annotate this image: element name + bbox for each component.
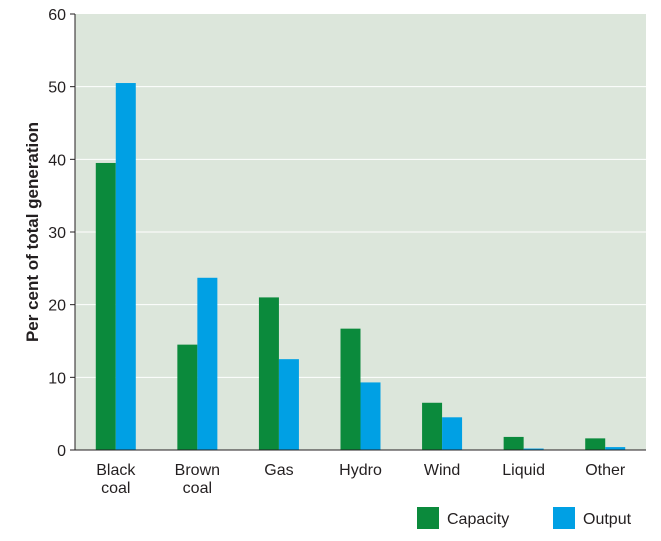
x-category-label-line: Black	[96, 462, 136, 479]
x-category-label: Gas	[264, 462, 293, 479]
x-category-label-line: Wind	[424, 462, 460, 479]
x-category-label: Black coal	[96, 462, 136, 497]
legend-label-capacity: Capacity	[447, 511, 509, 528]
y-tick-label: 30	[48, 225, 66, 242]
x-category-label: Brown coal	[175, 462, 220, 497]
y-tick-label: 10	[48, 370, 66, 387]
bar-output-5	[523, 448, 544, 450]
x-category-label: Hydro	[339, 462, 382, 479]
bar-output-2	[278, 359, 299, 450]
legend-swatch-capacity	[417, 507, 439, 529]
bar-capacity-1	[177, 344, 198, 450]
x-category-label-line: coal	[183, 480, 212, 497]
x-category-label-line: Brown	[175, 462, 220, 479]
bar-output-3	[360, 382, 381, 450]
y-tick-label: 50	[48, 80, 66, 97]
x-category-label-line: Gas	[264, 462, 293, 479]
x-category-label-line: Hydro	[339, 462, 382, 479]
x-category-label-line: coal	[101, 480, 130, 497]
legend-swatch-output	[553, 507, 575, 529]
y-tick-label: 20	[48, 298, 66, 315]
bar-output-4	[442, 417, 463, 450]
legend-label-output: Output	[583, 511, 632, 528]
bar-capacity-5	[503, 436, 524, 450]
y-tick-label: 60	[48, 7, 66, 24]
legend: Capacity Output	[417, 507, 632, 529]
x-category-label: Liquid	[502, 462, 545, 479]
bar-capacity-2	[258, 297, 279, 450]
y-tick-label: 0	[57, 443, 66, 460]
gridlines	[75, 86, 646, 378]
bars	[95, 83, 626, 451]
bar-capacity-4	[422, 402, 443, 450]
y-tick-labels: 0 10 20 30 40 50 60	[48, 7, 75, 460]
bar-capacity-6	[585, 438, 606, 450]
bar-capacity-3	[340, 328, 361, 450]
x-category-label: Other	[585, 462, 626, 479]
x-category-label-line: Liquid	[502, 462, 545, 479]
x-category-label-line: Other	[585, 462, 626, 479]
y-tick-label: 40	[48, 152, 66, 169]
y-axis-label: Per cent of total generation	[23, 122, 42, 342]
bar-output-0	[115, 83, 136, 451]
bar-output-1	[197, 277, 218, 450]
x-category-label: Wind	[424, 462, 460, 479]
bar-output-6	[605, 447, 626, 450]
bar-capacity-0	[95, 162, 116, 450]
